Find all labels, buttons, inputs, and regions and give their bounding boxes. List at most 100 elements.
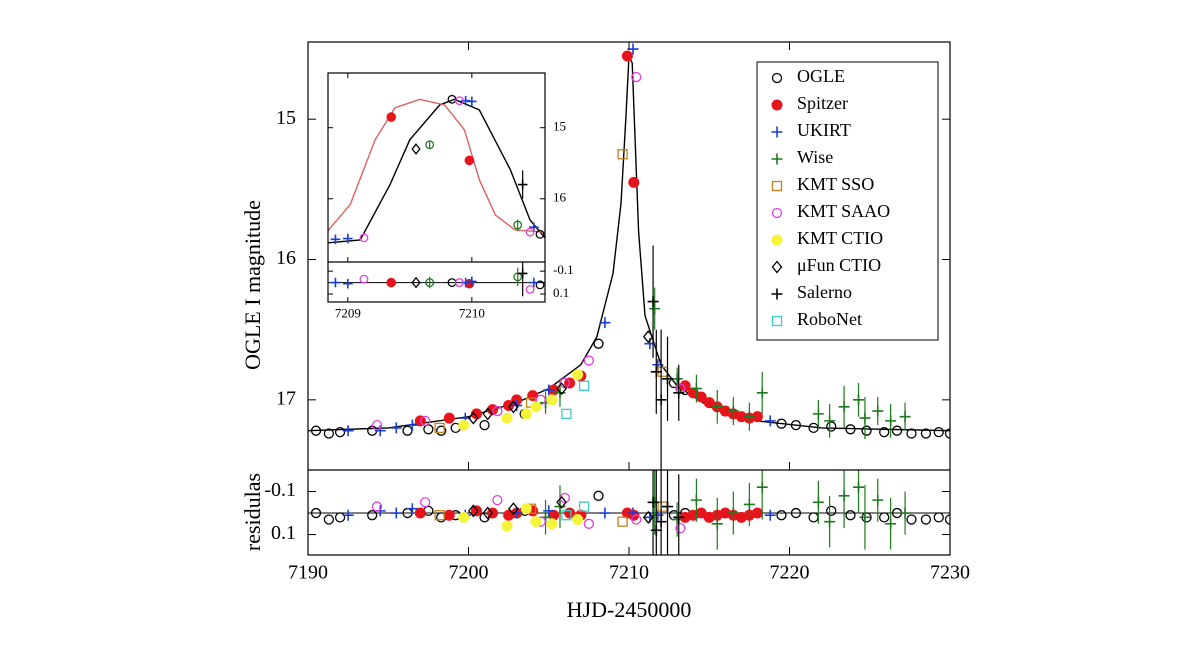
x-tick-label: 7230 bbox=[930, 562, 970, 584]
data-point bbox=[535, 229, 545, 239]
data-point bbox=[859, 511, 871, 523]
data-point bbox=[420, 415, 431, 427]
data-point bbox=[546, 394, 558, 406]
data-point bbox=[944, 428, 950, 439]
data-point bbox=[508, 502, 519, 516]
data-point bbox=[690, 383, 702, 395]
data-point bbox=[885, 518, 897, 530]
data-point bbox=[617, 149, 628, 160]
data-point bbox=[824, 516, 836, 528]
data-point bbox=[411, 276, 421, 289]
data-point bbox=[711, 401, 723, 413]
legend-label: Spitzer bbox=[797, 93, 848, 113]
y-tick-label: 15 bbox=[553, 119, 566, 134]
data-point bbox=[386, 112, 397, 122]
data-point bbox=[662, 501, 674, 513]
data-point bbox=[933, 426, 944, 438]
data-point bbox=[330, 234, 341, 245]
legend-label: μFun CTIO bbox=[797, 255, 881, 275]
data-point bbox=[367, 510, 378, 521]
data-point bbox=[530, 516, 542, 528]
data-point bbox=[414, 507, 426, 519]
data-point bbox=[628, 176, 640, 188]
data-point bbox=[342, 425, 354, 437]
data-point bbox=[812, 496, 824, 508]
data-point bbox=[727, 507, 739, 519]
data-point bbox=[764, 415, 776, 427]
data-point bbox=[790, 419, 802, 431]
data-point bbox=[535, 280, 545, 290]
data-point bbox=[899, 507, 911, 519]
data-point bbox=[631, 514, 642, 525]
legend-label: Salerno bbox=[797, 282, 852, 302]
data-point bbox=[812, 408, 824, 420]
data-point bbox=[371, 419, 383, 431]
data-point bbox=[891, 425, 903, 436]
data-point bbox=[390, 422, 402, 434]
data-point bbox=[479, 419, 490, 431]
data-point bbox=[853, 394, 865, 406]
y-tick-label: -0.1 bbox=[553, 262, 574, 277]
data-point bbox=[756, 481, 768, 493]
model-curve bbox=[328, 98, 545, 233]
data-point bbox=[647, 296, 659, 308]
data-point bbox=[578, 380, 590, 391]
data-point bbox=[525, 284, 535, 294]
data-point bbox=[690, 494, 702, 506]
data-point bbox=[464, 155, 475, 166]
data-point bbox=[420, 497, 431, 508]
y-tick-label: -0.1 bbox=[264, 479, 296, 501]
data-point bbox=[330, 277, 341, 288]
x-tick-label: 7200 bbox=[449, 562, 489, 584]
data-point bbox=[334, 512, 346, 523]
data-point bbox=[454, 96, 464, 106]
legend-label: KMT SAAO bbox=[797, 201, 890, 221]
data-point bbox=[359, 274, 369, 284]
data-point bbox=[501, 520, 513, 532]
data-point bbox=[546, 518, 558, 530]
legend-marker bbox=[771, 234, 783, 246]
legend-box bbox=[756, 61, 939, 341]
data-point bbox=[727, 405, 739, 417]
data-point bbox=[764, 509, 776, 521]
data-point bbox=[482, 506, 494, 520]
data-point bbox=[492, 494, 503, 506]
panel-frame bbox=[327, 72, 546, 303]
data-point bbox=[631, 71, 642, 83]
legend-marker bbox=[771, 288, 783, 300]
data-point bbox=[642, 510, 654, 524]
legend-marker bbox=[771, 315, 783, 327]
x-tick-label: 7210 bbox=[609, 562, 649, 584]
x-tick-label: 7220 bbox=[770, 562, 810, 584]
plot-area bbox=[308, 43, 950, 470]
data-point bbox=[374, 425, 386, 437]
y-tick-label: 0.1 bbox=[553, 285, 569, 300]
data-point bbox=[467, 276, 477, 287]
data-point bbox=[885, 415, 897, 427]
data-point bbox=[776, 510, 787, 521]
data-point bbox=[872, 494, 884, 506]
data-point bbox=[899, 411, 911, 423]
legend-marker bbox=[771, 126, 783, 138]
data-point bbox=[454, 278, 464, 288]
data-point bbox=[872, 405, 884, 417]
data-point bbox=[411, 143, 421, 155]
data-point bbox=[838, 490, 850, 502]
data-point bbox=[650, 524, 662, 536]
data-point bbox=[655, 516, 667, 528]
data-point bbox=[826, 421, 837, 432]
data-point bbox=[920, 428, 932, 439]
residual-axis-label: residulas bbox=[240, 473, 265, 551]
data-point bbox=[482, 407, 494, 421]
data-point bbox=[711, 518, 723, 530]
data-point bbox=[578, 501, 590, 512]
data-point bbox=[673, 387, 685, 399]
legend-marker bbox=[771, 207, 783, 219]
data-point bbox=[467, 504, 479, 518]
data-point bbox=[517, 268, 528, 279]
data-point bbox=[561, 408, 572, 420]
y-tick-label: 0.1 bbox=[271, 522, 296, 544]
data-point bbox=[572, 513, 584, 525]
data-point bbox=[675, 522, 686, 534]
